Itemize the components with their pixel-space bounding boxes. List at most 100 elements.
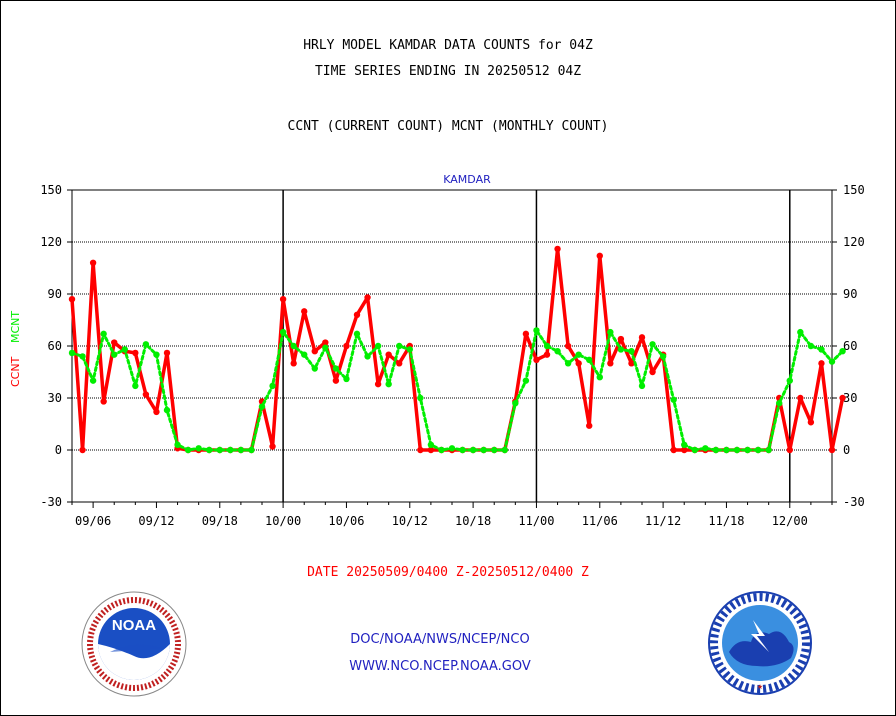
point-ccnt (343, 342, 350, 350)
chart-title-line2: TIME SERIES ENDING IN 20250512 04Z (314, 64, 582, 79)
point-mcnt (100, 330, 107, 338)
x-tick-label: 11/12 (645, 514, 681, 528)
point-ccnt (364, 294, 371, 301)
y-tick-label-right: 30 (843, 391, 857, 405)
point-ccnt (617, 335, 625, 343)
point-mcnt (322, 344, 329, 351)
point-ccnt (554, 245, 561, 253)
point-ccnt (839, 394, 846, 402)
point-mcnt (195, 445, 202, 452)
point-mcnt (533, 327, 540, 334)
point-mcnt (501, 446, 508, 454)
point-ccnt (681, 446, 688, 454)
point-mcnt (522, 377, 530, 384)
point-ccnt (638, 334, 646, 341)
point-ccnt (68, 296, 76, 303)
point-mcnt (596, 374, 603, 381)
point-ccnt (417, 446, 424, 454)
point-ccnt (311, 348, 318, 355)
y-tick-label-left: -30 (40, 495, 62, 509)
point-ccnt (322, 339, 329, 346)
point-ccnt (797, 394, 804, 402)
point-mcnt (554, 348, 561, 355)
chart-subtitle: CCNT (CURRENT COUNT) MCNT (MONTHLY COUNT… (287, 119, 609, 134)
point-mcnt (712, 446, 720, 454)
point-ccnt (290, 360, 297, 367)
point-ccnt (649, 368, 656, 376)
point-mcnt (448, 445, 456, 452)
point-ccnt (374, 380, 382, 388)
y-tick-label-left: 120 (40, 235, 62, 249)
point-mcnt (786, 377, 793, 384)
point-mcnt (79, 353, 86, 360)
y-axis-label-ccnt: CCNT (9, 356, 22, 387)
point-mcnt (575, 351, 582, 358)
point-ccnt (301, 308, 308, 315)
point-mcnt (311, 365, 318, 372)
point-mcnt (68, 349, 76, 357)
point-mcnt (723, 446, 730, 454)
point-mcnt (586, 356, 593, 364)
point-mcnt (839, 348, 846, 355)
point-mcnt (670, 396, 677, 403)
point-mcnt (121, 346, 128, 353)
point-ccnt (786, 446, 793, 454)
point-mcnt (258, 403, 266, 410)
point-mcnt (649, 341, 656, 348)
point-mcnt (744, 446, 751, 454)
point-mcnt (417, 394, 424, 402)
y-tick-label-right: 60 (843, 339, 857, 353)
noaa-logo-text: NOAA (112, 617, 156, 634)
point-mcnt (469, 446, 477, 454)
point-mcnt (174, 441, 181, 448)
y-tick-label-right: 120 (843, 235, 865, 249)
point-mcnt (111, 351, 118, 358)
point-mcnt (396, 342, 403, 350)
point-mcnt (374, 342, 382, 350)
point-mcnt (132, 382, 139, 390)
x-tick-label: 11/06 (582, 514, 618, 528)
website-link[interactable]: WWW.NCO.NCEP.NOAA.GOV (349, 659, 531, 674)
point-mcnt (776, 400, 783, 407)
point-mcnt (142, 341, 150, 348)
point-ccnt (828, 446, 836, 454)
point-mcnt (332, 365, 340, 372)
y-tick-label-right: 90 (843, 287, 857, 301)
point-mcnt (406, 346, 413, 353)
point-ccnt (533, 356, 540, 364)
y-tick-label-left: 150 (40, 183, 62, 197)
point-mcnt (216, 446, 223, 454)
point-mcnt (628, 348, 635, 355)
point-ccnt (564, 342, 572, 350)
chart-title-line1: HRLY MODEL KAMDAR DATA COUNTS for 04Z (303, 38, 593, 53)
y-axis-label-mcnt: MCNT (9, 311, 22, 343)
point-mcnt (681, 441, 688, 448)
point-ccnt (79, 446, 86, 454)
x-tick-label: 10/18 (455, 514, 491, 528)
point-mcnt (543, 342, 551, 350)
point-ccnt (111, 339, 118, 346)
y-tick-label-right: 150 (843, 183, 865, 197)
point-ccnt (807, 419, 815, 426)
series-line-ccnt (70, 247, 845, 452)
nws-logo: ★ (708, 591, 812, 695)
point-mcnt (659, 353, 667, 360)
x-tick-label: 09/06 (75, 514, 111, 528)
point-ccnt (396, 360, 403, 367)
point-mcnt (512, 400, 519, 407)
point-ccnt (543, 351, 551, 358)
y-tick-label-right: -30 (843, 495, 865, 509)
point-mcnt (754, 446, 762, 454)
point-mcnt (733, 446, 741, 454)
point-ccnt (586, 422, 593, 429)
point-mcnt (638, 382, 646, 390)
point-mcnt (459, 446, 466, 454)
noaa-logo: NOAA (81, 591, 187, 697)
point-mcnt (828, 358, 836, 365)
x-tick-label: 11/18 (708, 514, 744, 528)
org-link[interactable]: DOC/NOAA/NWS/NCEP/NCO (350, 632, 530, 647)
point-ccnt (575, 360, 582, 367)
point-mcnt (206, 446, 213, 454)
point-ccnt (670, 446, 677, 454)
